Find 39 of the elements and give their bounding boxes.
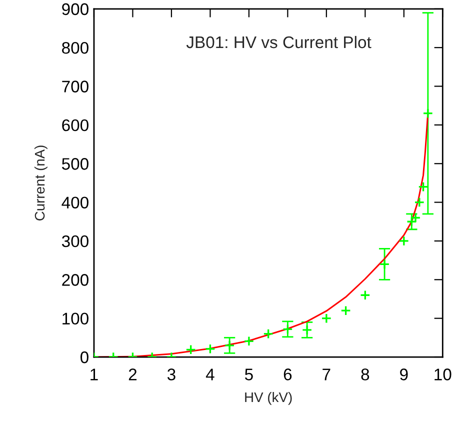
point (414, 197, 425, 208)
x-tick-label: 4 (206, 368, 214, 380)
x-tick-label: 1 (90, 368, 98, 380)
x-tick-label: 8 (361, 368, 370, 380)
y-tick-label: 200 (62, 274, 88, 286)
y-tick-label: 600 (62, 119, 88, 132)
x-tick-label: 5 (244, 368, 253, 380)
y-tick-label: 400 (62, 196, 88, 208)
point (302, 324, 312, 336)
y-tick-label: 900 (62, 3, 88, 16)
x-tick-label: 6 (284, 368, 292, 380)
x-tick-label: 3 (167, 368, 176, 380)
x-tick-label: 10 (434, 368, 452, 380)
y-tick-label: 300 (62, 235, 88, 248)
y-tick-label: 0 (80, 351, 88, 364)
point (360, 290, 370, 300)
x-tick-label: 9 (400, 368, 408, 380)
point (321, 313, 332, 324)
x-axis-title: HV (kV) (245, 392, 292, 405)
text: JB01: HV vs Current Plot (186, 36, 372, 48)
point (422, 108, 434, 119)
x-tick-label: 2 (128, 368, 137, 380)
point (186, 344, 196, 355)
point (398, 236, 410, 246)
y-tick-label: 100 (62, 312, 88, 325)
point (224, 340, 235, 351)
point (418, 182, 429, 192)
y-tick-label: 800 (62, 42, 88, 54)
y-axis-title: Current (nA) (34, 146, 48, 220)
y-tick-label: 700 (62, 80, 88, 92)
x-tick-label: 7 (322, 368, 330, 380)
point (263, 328, 274, 340)
point (406, 216, 417, 227)
point (282, 324, 293, 334)
point (379, 258, 390, 270)
y-tick-label: 500 (62, 158, 88, 170)
point (340, 305, 352, 316)
point (244, 336, 254, 346)
point (204, 344, 216, 354)
